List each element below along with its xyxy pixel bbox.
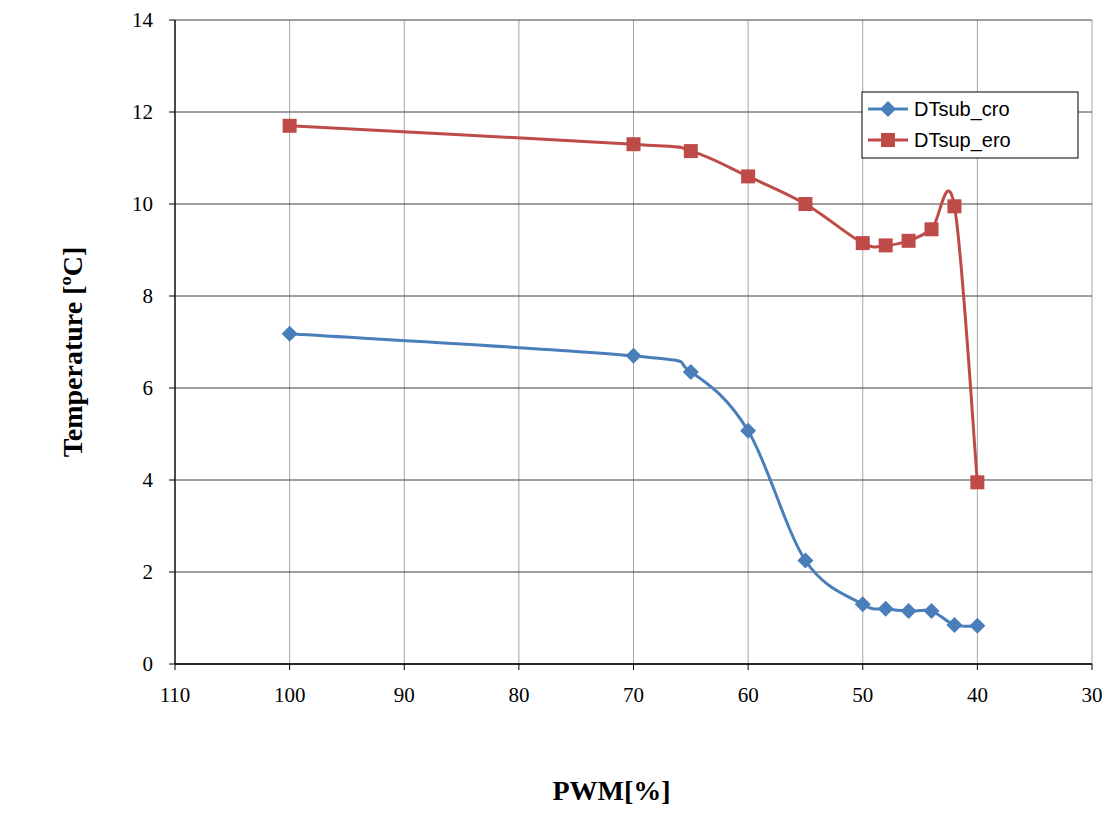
data-point — [741, 169, 755, 183]
y-tick — [169, 296, 175, 297]
x-tick — [977, 664, 978, 670]
y-grid-line — [175, 388, 1092, 389]
data-point — [924, 603, 940, 619]
y-tick-label: 0 — [143, 652, 154, 676]
data-point — [879, 238, 893, 252]
data-point — [684, 144, 698, 158]
data-point — [878, 601, 894, 617]
data-point — [856, 236, 870, 250]
y-grid-line — [175, 572, 1092, 573]
x-tick-label: 70 — [623, 683, 644, 707]
y-axis-label: Temperature [ºC] — [57, 247, 88, 458]
y-tick — [169, 20, 175, 21]
chart: 110 100 90 80 70 60 50 40 30 0 2 4 6 8 10 12 14 PWM[%] Tem… — [0, 0, 1112, 829]
x-tick-label: 80 — [508, 683, 529, 707]
x-grid-line — [748, 20, 749, 664]
x-tick-label: 110 — [160, 683, 191, 707]
legend-label: DTsup_ero — [914, 129, 1011, 152]
data-point — [740, 423, 756, 439]
y-tick-label: 2 — [143, 560, 154, 584]
legend-box — [862, 92, 1078, 158]
x-tick — [748, 664, 749, 670]
x-axis-label: PWM[%] — [552, 775, 670, 806]
y-axis — [174, 20, 175, 664]
y-tick — [169, 572, 175, 573]
x-tick-label: 30 — [1082, 683, 1103, 707]
y-tick-label: 8 — [143, 284, 154, 308]
y-tick-label: 14 — [132, 8, 154, 32]
data-point — [855, 596, 871, 612]
data-point — [925, 222, 939, 236]
y-grid-line — [175, 480, 1092, 481]
data-point — [282, 326, 298, 342]
data-point — [626, 348, 642, 364]
x-tick — [175, 664, 176, 670]
x-tick — [633, 664, 634, 670]
legend-marker — [880, 101, 896, 117]
y-grid-line — [175, 20, 1092, 21]
y-tick-label: 4 — [143, 468, 154, 492]
y-tick — [169, 112, 175, 113]
data-point — [946, 617, 962, 633]
data-point — [901, 603, 917, 619]
data-point — [797, 553, 813, 569]
x-grid-line — [518, 20, 519, 664]
plot-area — [282, 119, 986, 634]
y-tick — [169, 388, 175, 389]
x-grid-line — [1092, 20, 1093, 664]
x-tick — [404, 664, 405, 670]
series-line — [290, 126, 978, 483]
x-tick — [289, 664, 290, 670]
x-tick-label: 50 — [852, 683, 873, 707]
data-point — [683, 364, 699, 380]
y-tick-label: 10 — [132, 192, 153, 216]
data-point — [283, 119, 297, 133]
data-point — [902, 234, 916, 248]
series-line — [290, 334, 978, 627]
x-tick — [862, 664, 863, 670]
x-tick-label: 60 — [738, 683, 759, 707]
x-tick-label: 40 — [967, 683, 988, 707]
y-grid-line — [175, 296, 1092, 297]
data-point — [969, 618, 985, 634]
data-point — [798, 197, 812, 211]
y-tick — [169, 480, 175, 481]
x-tick — [1092, 664, 1093, 670]
y-tick-label: 6 — [143, 376, 154, 400]
x-tick — [518, 664, 519, 670]
data-point — [970, 475, 984, 489]
y-tick-label: 12 — [132, 100, 153, 124]
y-tick — [169, 664, 175, 665]
x-grid-line — [289, 20, 290, 664]
x-grid-line — [633, 20, 634, 664]
data-point — [627, 137, 641, 151]
x-grid-line — [175, 20, 176, 664]
x-tick-label: 100 — [274, 683, 306, 707]
data-point — [947, 199, 961, 213]
legend-label: DTsub_cro — [914, 98, 1010, 121]
legend-marker — [881, 133, 895, 147]
y-tick — [169, 204, 175, 205]
x-tick-label: 90 — [394, 683, 415, 707]
